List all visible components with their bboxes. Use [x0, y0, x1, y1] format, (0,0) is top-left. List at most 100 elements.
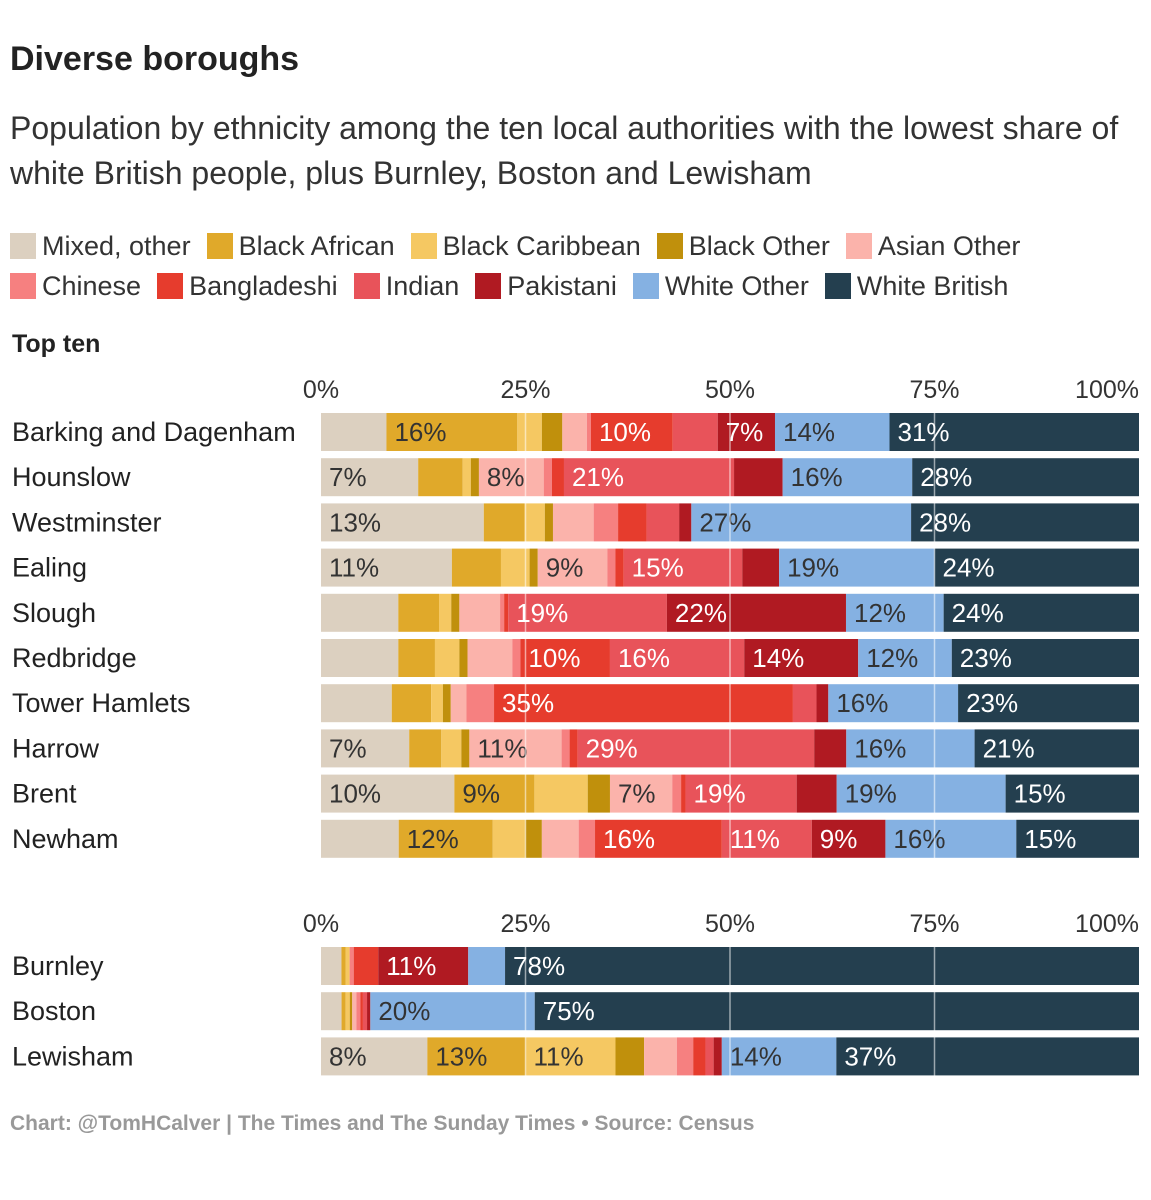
- data-label: 28%: [920, 462, 972, 492]
- legend-item-bangladeshi: Bangladeshi: [157, 271, 338, 302]
- bar-segment: [552, 503, 594, 542]
- bar-segment: [362, 992, 368, 1031]
- bar-segment: [391, 684, 432, 723]
- data-label: 31%: [898, 417, 950, 447]
- bar-segment: [609, 639, 745, 677]
- bar-segment: [551, 458, 564, 497]
- bar-segment: [341, 947, 346, 985]
- legend-label: Black Caribbean: [442, 230, 641, 261]
- data-label: 10%: [329, 779, 381, 809]
- data-label: 9%: [820, 824, 858, 854]
- data-label: 12%: [866, 643, 918, 673]
- bar-segment: [734, 458, 783, 497]
- row-label: Newham: [12, 824, 119, 854]
- bar-segment: [721, 1037, 837, 1076]
- bar-segment: [646, 503, 680, 542]
- bar-segment: [828, 684, 959, 723]
- bar-segment: [951, 639, 1139, 677]
- bar-segment: [587, 774, 610, 813]
- data-label: 19%: [787, 553, 839, 583]
- bar-segment: [672, 413, 718, 451]
- legend-row: Chinese Bangladeshi Indian Pakistani Whi…: [10, 266, 1140, 306]
- data-label: 8%: [487, 462, 525, 492]
- bar-segment: [349, 992, 353, 1031]
- bar-segment: [356, 992, 361, 1031]
- bar-segment: [467, 639, 513, 677]
- bar-segment: [846, 729, 975, 768]
- x-tick-label: 50%: [705, 910, 755, 938]
- x-tick-label: 50%: [705, 376, 755, 404]
- bar-segment: [349, 947, 354, 985]
- bar-segment: [836, 774, 1006, 813]
- bar-segment: [409, 729, 442, 768]
- bar-segment: [459, 639, 468, 677]
- bar-segment: [541, 413, 563, 451]
- bar-segment: [504, 593, 509, 632]
- bar-segment: [618, 503, 647, 542]
- data-label: 24%: [943, 553, 995, 583]
- bar-segment: [541, 819, 579, 858]
- bar-segment: [974, 729, 1139, 768]
- data-label: 15%: [1024, 824, 1076, 854]
- row-label: Hounslow: [12, 462, 131, 492]
- data-label: 16%: [893, 824, 945, 854]
- bar-segment: [370, 992, 535, 1031]
- bar-segment: [676, 1037, 694, 1076]
- data-label: 15%: [632, 553, 684, 583]
- bar-segment: [644, 1037, 677, 1076]
- legend-swatch: [475, 273, 502, 299]
- legend-label: Pakistani: [507, 270, 617, 301]
- bar-segment: [615, 548, 624, 587]
- legend: Mixed, other Black African Black Caribbe…: [10, 226, 1140, 306]
- bar-segment: [782, 458, 913, 497]
- legend-swatch: [10, 273, 36, 299]
- bar-segment: [534, 992, 1139, 1031]
- bar-segment: [512, 639, 521, 677]
- bar-segment: [441, 729, 462, 768]
- data-label: 24%: [952, 598, 1004, 628]
- bar-segment: [434, 639, 460, 677]
- legend-label: Black African: [238, 230, 395, 261]
- data-label: 9%: [546, 553, 584, 583]
- bar-segment: [586, 413, 591, 451]
- data-label: 35%: [502, 688, 554, 718]
- bar-segment: [666, 593, 846, 632]
- bar-segment: [681, 774, 686, 813]
- bar-segment: [845, 593, 944, 632]
- bar-segment: [544, 503, 553, 542]
- data-label: 7%: [726, 417, 764, 447]
- bar-segment: [345, 992, 350, 1031]
- bar-segment: [360, 992, 363, 1031]
- bar-segment: [321, 729, 410, 768]
- bar-segment: [858, 639, 952, 677]
- legend-swatch: [656, 233, 683, 259]
- row-label: Tower Hamlets: [12, 688, 191, 718]
- bar-segment: [321, 684, 392, 723]
- bar-segment: [615, 1037, 645, 1076]
- legend-item-asian-other: Asian Other: [845, 231, 1020, 262]
- legend-item-white-other: White Other: [632, 271, 809, 302]
- bar-segment: [911, 503, 1139, 542]
- bar-segment: [796, 774, 837, 813]
- legend-swatch: [410, 233, 437, 259]
- bar-segment: [537, 548, 608, 587]
- bar-segment: [623, 548, 743, 587]
- row-label: Harrow: [12, 733, 100, 763]
- bar-segment: [1005, 774, 1139, 813]
- bar-segment: [561, 729, 570, 768]
- legend-item-chinese: Chinese: [10, 271, 141, 302]
- bar-segment: [483, 503, 525, 542]
- legend-label: Bangladeshi: [189, 270, 338, 301]
- bar-segment: [321, 1037, 428, 1076]
- bar-segment: [459, 593, 501, 632]
- bar-segment: [569, 729, 578, 768]
- legend-swatch: [353, 273, 380, 299]
- x-tick-label: 100%: [1075, 376, 1139, 404]
- data-label: 29%: [586, 733, 638, 763]
- bar-segment: [321, 639, 399, 677]
- x-tick-label: 25%: [500, 376, 550, 404]
- data-label: 27%: [699, 507, 751, 537]
- data-label: 16%: [394, 417, 446, 447]
- data-label: 7%: [329, 733, 367, 763]
